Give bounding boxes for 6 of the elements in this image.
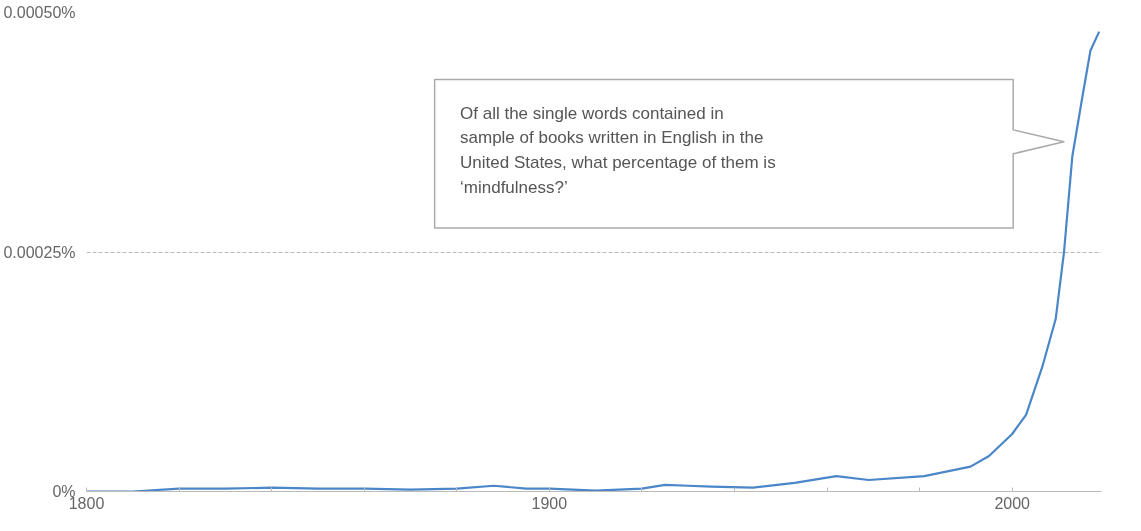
x-tick-label: 2000 [994, 494, 1031, 512]
y-tick-label: 0.00025% [3, 243, 76, 261]
annotation: Of all the single words contained in sample of books written in English in the United States, what percentage of them is ‘mindfulness?’ [460, 103, 776, 197]
x-tick-label: 1900 [531, 494, 568, 512]
line-series [86, 30, 1101, 492]
y-tick-label: 0.00050% [3, 4, 76, 21]
